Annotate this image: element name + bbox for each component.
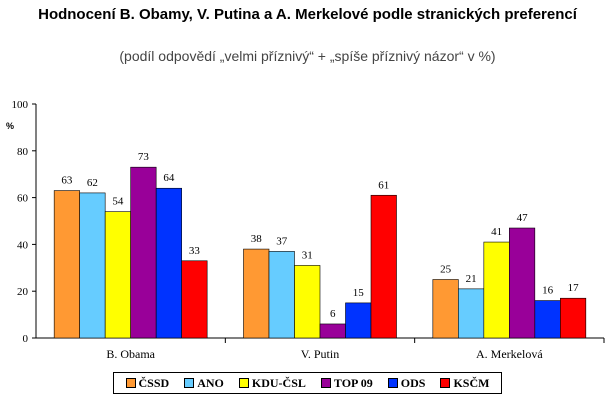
bar [181,260,208,339]
legend-item: KDU-ČSL [238,375,306,391]
bar [319,323,346,339]
legend: ČSSD ANO KDU-ČSL TOP 09 ODS KSČM [113,372,502,394]
data-label: 16 [542,285,554,297]
bar [345,302,372,339]
legend-swatch [125,378,136,388]
data-label: 37 [276,235,288,247]
legend-label: TOP 09 [333,375,373,390]
bar [509,227,536,339]
legend-label: ČSSD [138,375,170,390]
legend-label: ANO [197,375,224,390]
data-label: 25 [440,264,452,276]
legend-item: ANO [184,376,224,391]
legend-swatch [440,378,451,388]
bar [155,187,182,339]
bar [79,192,106,339]
data-label: 73 [138,151,150,163]
chart-subtitle: (podíl odpovědí „velmi příznivý“ + „spíš… [119,48,496,64]
bar [268,251,295,339]
legend-item: ČSSD [125,375,170,391]
data-label: 38 [251,233,263,245]
bar [53,190,80,339]
legend-item: TOP 09 [320,375,373,391]
bar [243,248,270,339]
data-label: 54 [112,196,124,208]
legend-label: KSČM [453,375,490,390]
bar [370,194,397,339]
legend-swatch [387,378,398,388]
y-unit-label: % [6,121,14,131]
legend-item: ODS [387,375,426,391]
legend-label: KDU-ČSL [251,375,306,390]
category-label: A. Merkelová [476,347,543,361]
bar [104,211,131,339]
bar [294,265,321,339]
y-tick-label: 40 [17,239,29,251]
chart-title: Hodnocení B. Obamy, V. Putina a A. Merke… [38,6,577,23]
bar [432,279,459,339]
data-label: 17 [568,282,580,294]
data-label: 41 [491,226,502,238]
data-label: 63 [61,175,73,187]
bar [534,300,561,339]
data-label: 61 [378,179,389,191]
legend-swatch [238,378,249,388]
bar [560,297,587,339]
data-label: 64 [163,172,175,184]
bar [458,288,485,339]
bar [130,166,157,339]
bar [483,241,510,339]
data-label: 31 [302,249,313,261]
y-tick-label: 20 [17,286,29,298]
data-label: 62 [87,177,98,189]
data-label: 15 [353,287,365,299]
legend-swatch [184,378,195,388]
category-label: B. Obama [106,347,155,361]
data-label: 6 [330,308,336,320]
data-label: 33 [189,245,201,257]
y-tick-label: 0 [23,333,29,345]
data-label: 21 [466,273,477,285]
legend-swatch [320,378,331,388]
data-label: 47 [517,212,529,224]
category-label: V. Putin [301,347,339,361]
legend-label: ODS [400,375,426,390]
y-tick-label: 60 [17,193,29,205]
y-tick-label: 80 [17,146,29,158]
legend-item: KSČM [440,376,489,391]
y-tick-label: 100 [12,99,29,111]
